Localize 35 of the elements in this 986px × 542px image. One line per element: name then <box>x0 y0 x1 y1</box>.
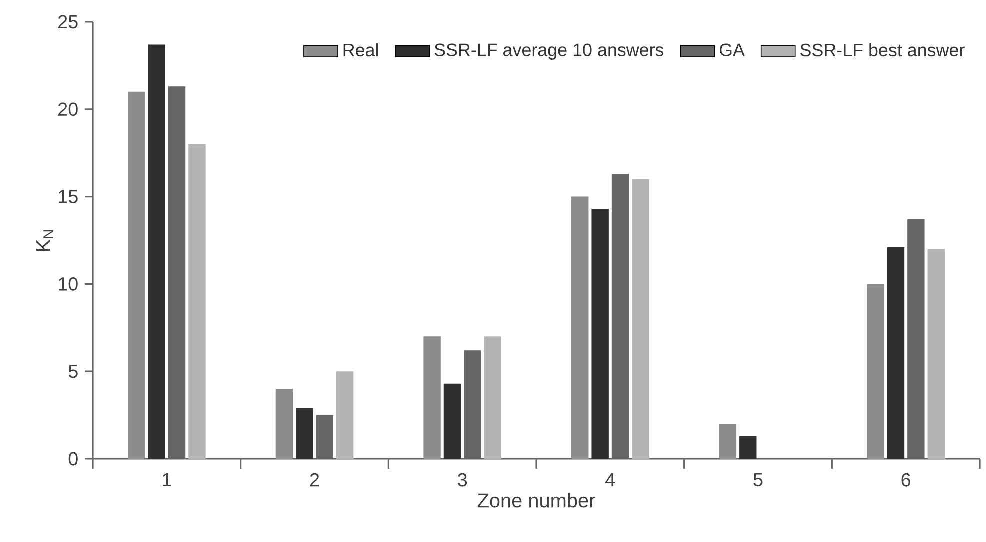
x-tick-label: 5 <box>754 473 763 487</box>
bar <box>719 424 737 459</box>
y-tick-label: 20 <box>58 102 78 116</box>
bar <box>296 408 314 459</box>
bar <box>336 372 354 459</box>
bar <box>276 389 294 459</box>
bar <box>484 336 502 459</box>
bar <box>188 144 206 459</box>
bar <box>928 249 945 459</box>
y-tick-label: 15 <box>59 190 78 204</box>
x-tick-label: 2 <box>310 473 320 487</box>
bar <box>632 179 650 459</box>
bar <box>887 247 905 459</box>
legend-label: SSR-LF best answer <box>800 43 965 57</box>
legend-label: SSR-LF average 10 answers <box>434 44 664 60</box>
bar <box>148 44 166 459</box>
y-tick-label: 25 <box>58 15 78 29</box>
bar <box>740 436 757 459</box>
y-tick-label: 10 <box>59 277 78 291</box>
x-tick-label: 6 <box>902 473 911 487</box>
bar <box>444 384 462 459</box>
bar <box>128 92 146 459</box>
bar <box>867 284 884 459</box>
x-tick-label: 4 <box>606 473 616 486</box>
y-tick-label: 0 <box>68 452 78 466</box>
legend-label: GA <box>720 44 745 56</box>
legend-label: Real <box>344 43 378 57</box>
bar <box>592 209 609 459</box>
x-axis-title: Zone number <box>478 493 596 508</box>
x-tick-label: 3 <box>458 473 468 487</box>
y-tick-label: 5 <box>68 364 78 378</box>
y-axis-title: K$_{N}$ <box>36 230 54 252</box>
bar <box>424 336 441 459</box>
x-tick-label: 1 <box>163 473 172 486</box>
bar <box>572 196 589 459</box>
